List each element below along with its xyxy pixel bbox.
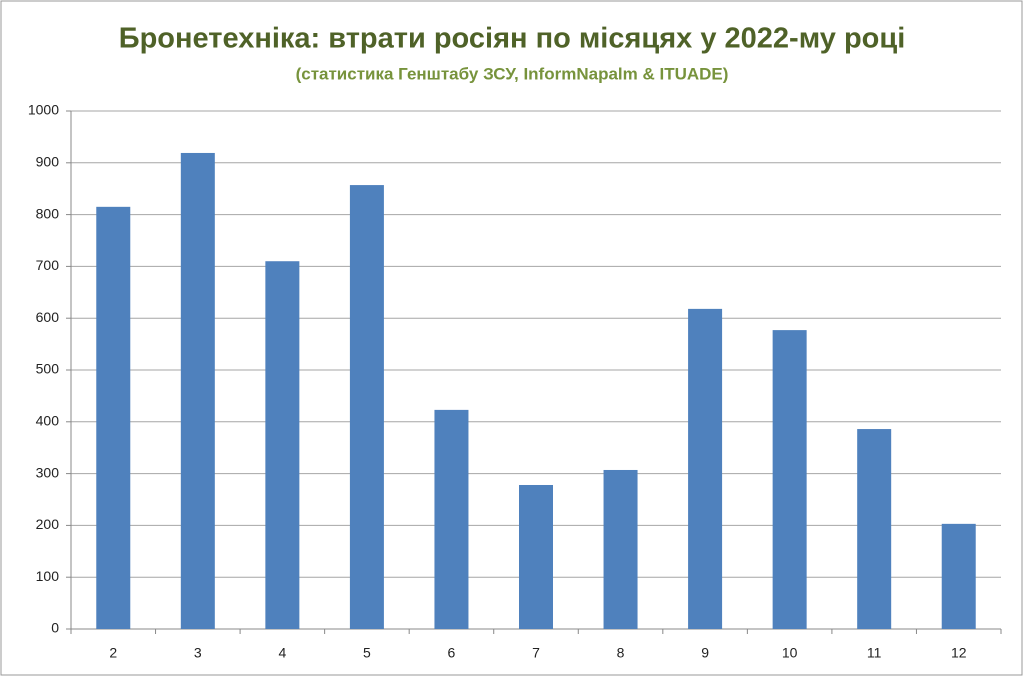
bar [688, 308, 723, 629]
y-tick-label: 300 [36, 464, 60, 480]
x-tick-label: 4 [278, 645, 286, 661]
chart-title: Бронетехніка: втрати росіян по місяцях у… [119, 23, 906, 55]
bar [772, 330, 807, 629]
y-tick-label: 1000 [28, 102, 59, 118]
y-tick-label: 0 [51, 620, 59, 636]
bar [349, 185, 384, 629]
x-tick-label: 9 [701, 645, 709, 661]
y-tick-label: 100 [36, 568, 60, 584]
y-tick-label: 900 [36, 154, 60, 170]
x-tick-label: 8 [617, 645, 625, 661]
x-tick-label: 12 [951, 645, 967, 661]
y-tick-label: 700 [36, 257, 60, 273]
y-tick-label: 500 [36, 361, 60, 377]
y-tick-label: 800 [36, 205, 60, 221]
x-tick-label: 10 [782, 645, 798, 661]
x-tick-label: 6 [448, 645, 456, 661]
bar [603, 469, 638, 629]
x-tick-label: 2 [109, 645, 117, 661]
bar [96, 206, 131, 629]
y-tick-label: 600 [36, 309, 60, 325]
y-tick-label: 400 [36, 413, 60, 429]
y-tick-label: 200 [36, 516, 60, 532]
x-tick-label: 7 [532, 645, 540, 661]
x-tick-label: 11 [867, 645, 882, 661]
x-tick-label: 3 [194, 645, 202, 661]
bar [857, 429, 892, 629]
bar [941, 523, 976, 629]
x-tick-label: 5 [363, 645, 371, 661]
bar [265, 261, 300, 629]
bar [434, 409, 469, 629]
chart-subtitle: (статистика Генштабу ЗСУ, InformNapalm &… [296, 64, 729, 83]
bar [180, 152, 215, 629]
bar [519, 484, 553, 629]
